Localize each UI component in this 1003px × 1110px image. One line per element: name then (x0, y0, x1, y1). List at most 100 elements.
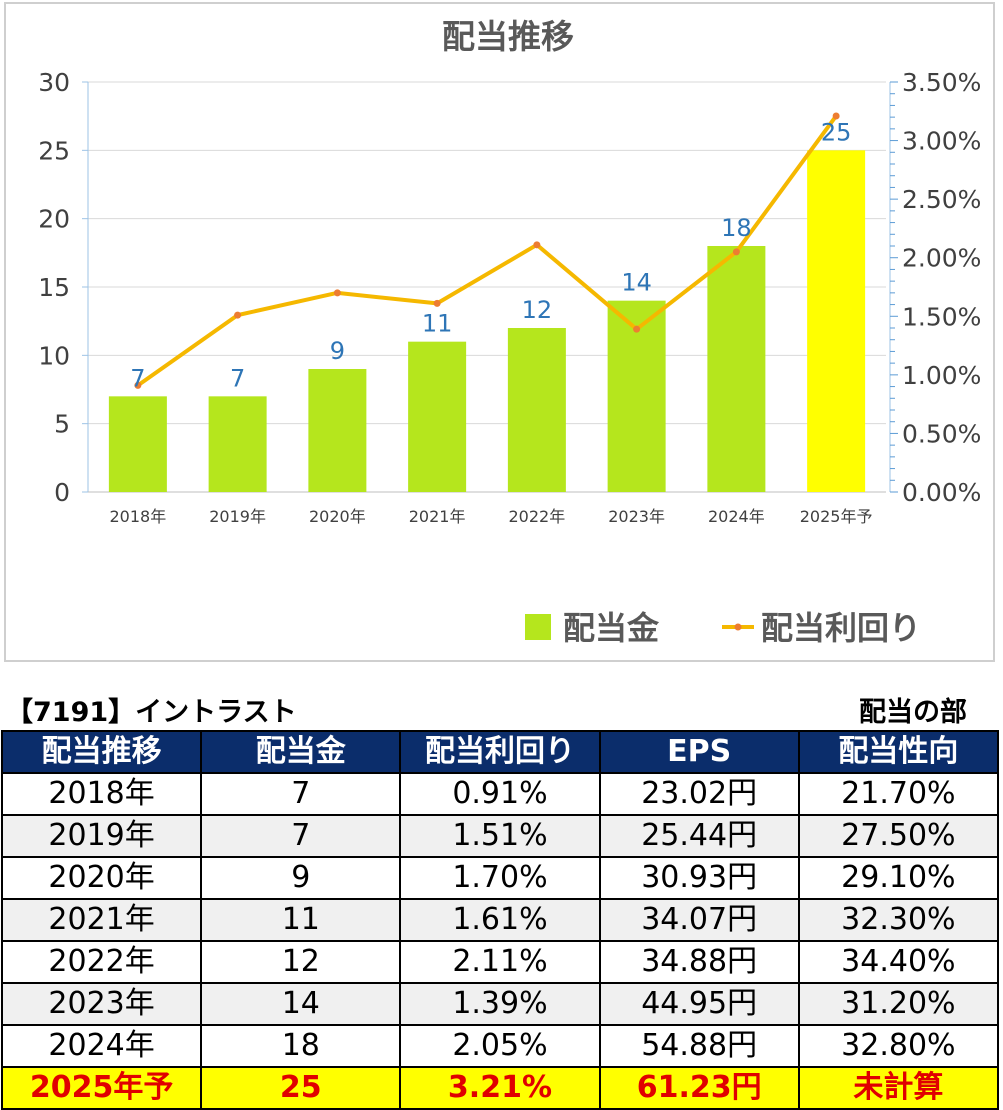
cell-payout: 21.70% (797, 772, 1000, 816)
cell-dividend: 9 (200, 856, 402, 900)
yield-point (433, 299, 441, 307)
table-body: 2018年 7 0.91% 23.02円 21.70% 2019年 7 1.51% 25.44円… (0, 772, 1000, 1110)
y-right-tick-label: 0.50% (902, 419, 981, 448)
y-right-tick-label: 1.00% (902, 361, 981, 390)
yield-point (134, 381, 142, 389)
cell-dividend: 25 (200, 1066, 402, 1110)
cell-payout: 27.50% (797, 814, 1000, 858)
cell-payout: 32.30% (797, 898, 1000, 942)
header-payout: 配当性向 (797, 730, 1000, 774)
cell-eps: 25.44円 (598, 814, 800, 858)
table-row: 2020年 9 1.70% 30.93円 29.10% (0, 856, 1000, 900)
y-left-tick-label: 10 (38, 341, 70, 370)
header-dividend: 配当金 (200, 730, 402, 774)
y-left-tick-label: 25 (38, 136, 70, 165)
x-tick-label: 2018年 (110, 507, 167, 526)
bar-data-label: 18 (721, 214, 752, 242)
cell-yield: 2.11% (399, 940, 601, 984)
x-tick-label: 2025年予 (800, 507, 873, 526)
cell-payout: 34.40% (797, 940, 1000, 984)
cell-dividend: 11 (200, 898, 402, 942)
yield-line (136, 114, 838, 388)
y-right-tick-label: 2.50% (902, 185, 981, 214)
cell-year: 2024年 (0, 1024, 203, 1068)
cell-eps: 30.93円 (598, 856, 800, 900)
y-left-tick-label: 15 (38, 273, 70, 302)
y-left-tick-label: 30 (38, 68, 70, 97)
cell-dividend: 7 (200, 814, 402, 858)
bar-data-label: 14 (621, 269, 652, 297)
bar-data-label: 11 (422, 310, 453, 338)
y-right-tick-label: 1.50% (902, 302, 981, 331)
cell-year: 2025年予 (0, 1066, 203, 1110)
legend-line-marker (734, 623, 742, 631)
cell-year: 2019年 (0, 814, 203, 858)
cell-payout: 31.20% (797, 982, 1000, 1026)
y-left-tick-label: 5 (54, 410, 70, 439)
table-row: 2018年 7 0.91% 23.02円 21.70% (0, 772, 1000, 816)
x-tick-label: 2023年 (608, 507, 665, 526)
cell-yield: 0.91% (399, 772, 601, 816)
cell-eps: 34.07円 (598, 898, 800, 942)
chart-title: 配当推移 (442, 17, 574, 56)
cell-eps: 54.88円 (598, 1024, 800, 1068)
legend-line-label: 配当利回り (761, 609, 921, 647)
table-row: 2022年 12 2.11% 34.88円 34.40% (0, 940, 1000, 984)
bar (707, 246, 766, 492)
legend-bar-swatch (525, 614, 551, 640)
table-row: 2023年 14 1.39% 44.95円 31.20% (0, 982, 1000, 1026)
cell-yield: 1.39% (399, 982, 601, 1026)
yield-point (732, 248, 740, 256)
cell-yield: 2.05% (399, 1024, 601, 1068)
cell-year: 2021年 (0, 898, 203, 942)
bar-data-label: 25 (821, 118, 852, 146)
x-tick-label: 2022年 (509, 507, 566, 526)
y-right-tick-label: 0.00% (902, 478, 981, 507)
bar-data-label: 7 (230, 364, 245, 392)
bar-data-label: 7 (130, 364, 145, 392)
bar (807, 150, 866, 493)
table-row: 2019年 7 1.51% 25.44円 27.50% (0, 814, 1000, 858)
cell-payout: 32.80% (797, 1024, 1000, 1068)
header-yield: 配当利回り (399, 730, 601, 774)
cell-yield: 1.61% (399, 898, 601, 942)
y-right-tick-label: 2.00% (902, 244, 981, 273)
stock-caption: 【7191】イントラスト (6, 697, 297, 728)
cell-year: 2018年 (0, 772, 203, 816)
cell-eps: 61.23円 (598, 1066, 800, 1110)
y-left-tick-label: 20 (38, 205, 70, 234)
bar-data-label: 12 (522, 296, 553, 324)
cell-dividend: 14 (200, 982, 402, 1026)
y-right-tick-label: 3.50% (902, 68, 981, 97)
yield-point (832, 112, 840, 120)
yield-point (234, 311, 242, 319)
table-header-row: 配当推移 配当金 配当利回り EPS 配当性向 (0, 730, 1000, 774)
dividend-table: 配当推移 配当金 配当利回り EPS 配当性向 2018年 7 0.91% 23.02… (0, 730, 1000, 1110)
cell-yield: 3.21% (399, 1066, 601, 1110)
x-tick-label: 2024年 (708, 507, 765, 526)
yield-point (633, 325, 641, 333)
legend-bar-label: 配当金 (563, 609, 660, 647)
header-year: 配当推移 (0, 730, 203, 774)
y-right-tick-label: 3.00% (902, 127, 981, 156)
dividend-chart: 配当推移 0 5 10 15 20 25 30 0.00% 0.50% 1.00% 1.50% 2.00… (4, 2, 995, 662)
yield-point (333, 289, 341, 297)
cell-yield: 1.51% (399, 814, 601, 858)
bar (507, 328, 566, 492)
bar-data-label: 9 (330, 337, 345, 365)
cell-payout: 未計算 (797, 1066, 1000, 1110)
yield-point (533, 241, 541, 249)
header-eps: EPS (598, 730, 800, 774)
bar (408, 341, 467, 492)
bar (308, 369, 367, 492)
bar (108, 396, 167, 492)
chart-canvas: 配当推移 0 5 10 15 20 25 30 0.00% 0.50% 1.00% 1.50% 2.00… (38, 17, 981, 647)
cell-year: 2020年 (0, 856, 203, 900)
cell-year: 2023年 (0, 982, 203, 1026)
x-tick-label: 2020年 (309, 507, 366, 526)
cell-payout: 29.10% (797, 856, 1000, 900)
cell-dividend: 12 (200, 940, 402, 984)
cell-eps: 44.95円 (598, 982, 800, 1026)
table-row: 2025年予 25 3.21% 61.23円 未計算 (0, 1066, 1000, 1110)
bar (208, 396, 267, 492)
